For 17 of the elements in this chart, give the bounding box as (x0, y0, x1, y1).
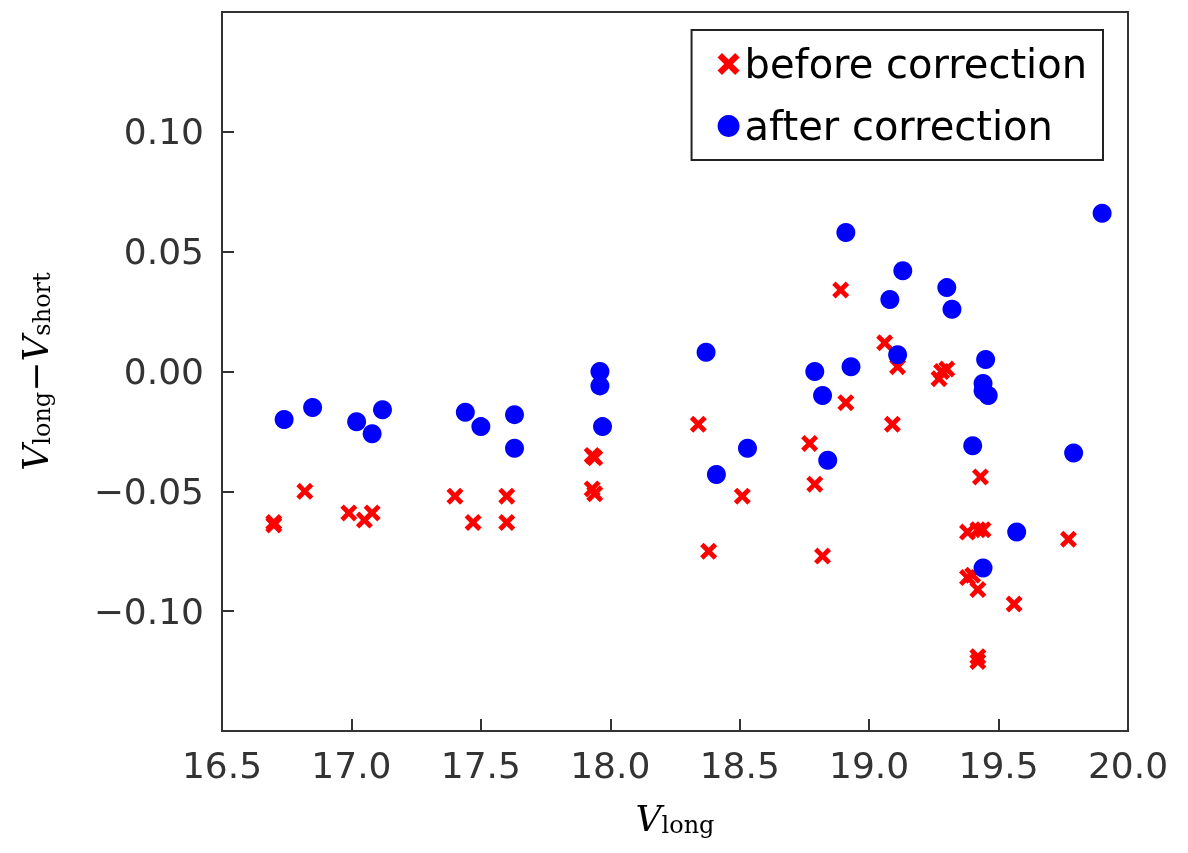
y-tick-label: −0.05 (93, 470, 204, 512)
y-axis-title: Vlong−Vshort (14, 271, 56, 471)
y-tick-label: 0.00 (123, 351, 204, 392)
x-tick-label: 19.0 (829, 744, 910, 786)
x-tick-label: 17.0 (311, 744, 392, 786)
x-tick-label: 18.5 (699, 744, 780, 786)
x-axis-title: Vlong (635, 797, 715, 839)
y-tick-label: 0.05 (123, 231, 204, 273)
x-tick-label: 16.5 (181, 744, 263, 786)
x-tick-label: 19.5 (958, 744, 1039, 786)
legend-label: after correction (744, 103, 1053, 149)
x-tick-label: 17.5 (440, 744, 521, 786)
y-tick-label: 0.10 (123, 111, 204, 153)
x-tick-label: 20.0 (1087, 744, 1169, 786)
y-tick-label: −0.10 (93, 590, 204, 632)
legend-label: before correction (744, 41, 1088, 87)
x-tick-label: 18.0 (570, 744, 651, 786)
